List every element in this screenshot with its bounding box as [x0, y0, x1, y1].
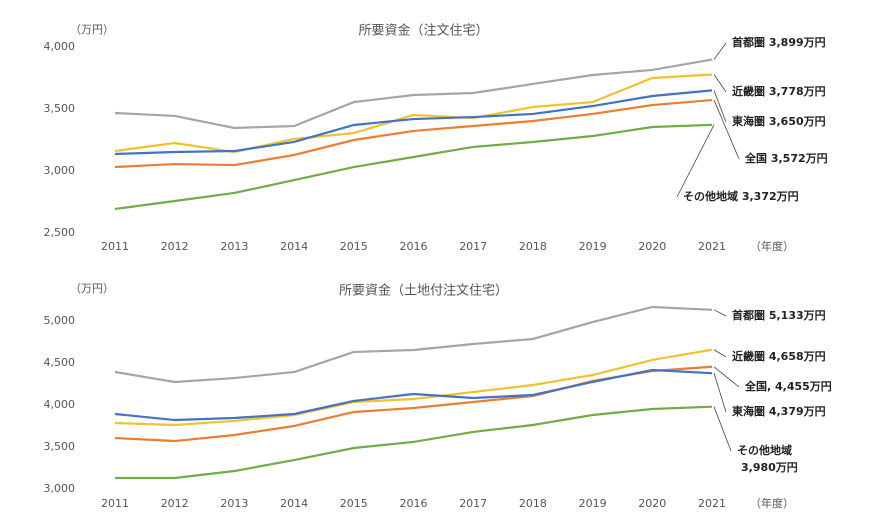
x-tick-label: 2011	[101, 240, 129, 253]
y-unit: （万円）	[70, 23, 114, 36]
series-label: 全国 3,572万円	[744, 151, 828, 165]
y-tick-label: 4,000	[44, 398, 76, 411]
x-tick-label: 2021	[698, 497, 726, 510]
x-tick-label: 2015	[340, 240, 368, 253]
x-tick-label: 2016	[400, 240, 428, 253]
series-label: 東海圏 3,650万円	[732, 114, 826, 128]
y-tick-label: 5,000	[44, 314, 76, 327]
x-tick-label: 2019	[579, 240, 607, 253]
leader-line	[713, 366, 740, 388]
y-tick-label: 3,000	[44, 482, 76, 495]
series-label: 近畿圏 3,778万円	[732, 84, 826, 98]
x-tick-label: 2012	[161, 497, 189, 510]
leader-line	[713, 74, 727, 93]
y-unit: （万円）	[70, 282, 114, 295]
x-tick-label: 2011	[101, 497, 129, 510]
series-line	[114, 368, 713, 422]
series-line	[114, 348, 713, 427]
series-line	[115, 405, 713, 480]
y-tick-label: 3,000	[44, 164, 76, 177]
series-label: その他地域 3,372万円	[683, 189, 799, 203]
y-tick-label: 3,500	[44, 440, 76, 453]
series-label: 東海圏 4,379万円	[732, 404, 826, 418]
x-tick-label: 2017	[459, 497, 487, 510]
series-line	[114, 123, 713, 211]
x-tick-label: 2017	[459, 240, 487, 253]
leader-line	[713, 42, 727, 60]
series-line	[114, 89, 713, 156]
x-tick-label: 2019	[579, 497, 607, 510]
x-tick-label: 2014	[280, 240, 308, 253]
leader-line	[713, 309, 727, 317]
series-line	[114, 305, 713, 384]
x-tick-label: 2013	[220, 497, 248, 510]
chart-title: 所要資金（注文住宅）	[358, 23, 488, 39]
x-tick-label: 2016	[400, 497, 428, 510]
x-tick-label: 2015	[340, 497, 368, 510]
leader-line	[713, 373, 727, 413]
x-tick-label: 2012	[161, 240, 189, 253]
leader-line	[713, 406, 732, 452]
y-tick-label: 4,000	[44, 40, 76, 53]
series-label: 首都圏 3,899万円	[732, 35, 826, 49]
series-label: 近畿圏 4,658万円	[732, 349, 826, 363]
leader-line	[713, 90, 727, 123]
leader-line	[676, 124, 715, 198]
leader-line	[713, 349, 727, 358]
x-unit: （年度）	[750, 239, 794, 253]
y-tick-label: 3,500	[44, 102, 76, 115]
x-tick-label: 2018	[519, 240, 547, 253]
x-unit: （年度）	[750, 496, 794, 510]
chart-title: 所要資金（土地付注文住宅）	[339, 283, 508, 299]
y-tick-label: 4,500	[44, 356, 76, 369]
series-line	[114, 58, 713, 130]
series-line	[114, 365, 713, 443]
x-tick-label: 2014	[280, 497, 308, 510]
series-label: 全国, 4,455万円	[744, 379, 832, 393]
series-label: 3,980万円	[741, 461, 798, 474]
series-line	[114, 73, 713, 154]
x-tick-label: 2013	[220, 240, 248, 253]
y-tick-label: 2,500	[44, 226, 76, 239]
series-label: 首都圏 5,133万円	[732, 308, 826, 322]
x-tick-label: 2021	[698, 240, 726, 253]
x-tick-label: 2018	[519, 497, 547, 510]
x-tick-label: 2020	[638, 497, 666, 510]
series-label: その他地域	[737, 443, 792, 457]
series-line	[114, 98, 713, 169]
leader-line	[713, 99, 740, 160]
x-tick-label: 2020	[638, 240, 666, 253]
